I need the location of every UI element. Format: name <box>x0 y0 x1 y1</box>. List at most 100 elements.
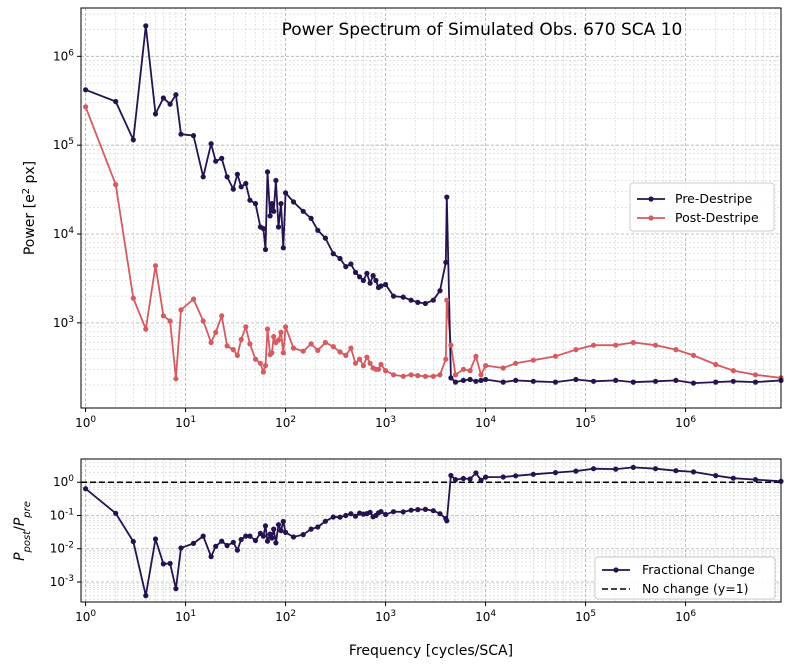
top-chart-grid <box>80 8 782 408</box>
post-destripe-point <box>473 353 479 359</box>
pre-destripe-point <box>308 215 314 221</box>
pre-destripe-point <box>213 158 219 164</box>
post-destripe-markers <box>83 104 784 382</box>
pre-destripe-point <box>283 190 289 196</box>
pre-destripe-point <box>422 300 428 307</box>
legend-fractional-marker <box>613 567 619 573</box>
post-destripe-point <box>652 342 659 348</box>
fractional-change-point <box>444 518 450 524</box>
x-tick-label: 100 <box>75 415 96 430</box>
bottom-chart-frame <box>80 458 782 603</box>
post-destripe-point <box>330 344 336 350</box>
post-destripe-point <box>290 345 297 351</box>
fractional-change-point <box>415 507 421 513</box>
pre-destripe-point <box>230 186 236 192</box>
pre-destripe-point <box>330 251 336 257</box>
post-destripe-point <box>83 104 89 110</box>
pre-destripe-point <box>460 377 466 383</box>
fractional-change-point <box>224 542 230 549</box>
pre-destripe-point <box>530 378 536 384</box>
pre-destripe-point <box>273 177 279 184</box>
fractional-change-point <box>460 475 466 482</box>
post-destripe-point <box>271 334 277 340</box>
fractional-change-point <box>573 468 579 474</box>
pre-destripe-point <box>478 377 484 383</box>
post-destripe-point <box>613 342 619 348</box>
pre-destripe-point <box>383 281 389 288</box>
legend-pre-marker <box>648 196 654 202</box>
pre-destripe-point <box>300 208 306 214</box>
pre-destripe-point <box>573 376 579 383</box>
post-destripe-point <box>408 372 414 378</box>
post-destripe-point <box>630 339 636 346</box>
post-destripe-point <box>257 360 263 366</box>
post-destripe-point <box>483 363 489 369</box>
pre-destripe-point <box>130 137 136 143</box>
top-chart-frame <box>80 7 782 409</box>
x-tick-label: 105 <box>575 415 596 430</box>
fractional-change-point <box>167 560 173 567</box>
post-destripe-point <box>713 361 719 368</box>
pre-destripe-point <box>190 133 197 139</box>
fractional-change-point <box>200 533 206 539</box>
post-destripe-point <box>278 329 284 335</box>
bottom-legend: Fractional Change No change (y=1) <box>594 556 776 600</box>
post-destripe-point <box>275 337 282 343</box>
pre-destripe-point <box>437 288 443 294</box>
post-destripe-point <box>348 345 354 351</box>
post-destripe-point <box>500 365 506 371</box>
fractional-change-point <box>247 533 253 539</box>
post-destripe-point <box>444 297 450 303</box>
x-tick-label: 103 <box>375 415 396 430</box>
top-chart-ticks: 100 101 102 103 104 105 106 103 104 105 106 <box>53 48 696 430</box>
x-tick-label: 106 <box>675 415 696 430</box>
pre-destripe-point <box>143 23 149 29</box>
fractional-change-point <box>367 509 373 515</box>
x-tick-label: 105 <box>575 609 596 624</box>
post-destripe-point <box>730 368 736 374</box>
post-destripe-point <box>262 363 269 369</box>
post-destripe-point <box>213 329 219 335</box>
pre-destripe-point <box>267 213 273 219</box>
pre-destripe-point <box>390 293 397 299</box>
fractional-change-point <box>219 538 225 544</box>
x-tick-label: 103 <box>375 609 396 624</box>
post-destripe-point <box>430 373 436 379</box>
fractional-change-point <box>500 474 506 480</box>
x-tick-label: 102 <box>275 609 296 624</box>
x-tick-label: 104 <box>475 609 496 624</box>
pre-destripe-point <box>400 294 406 300</box>
post-destripe-point <box>383 368 389 374</box>
fractional-change-point <box>430 508 436 514</box>
post-destripe-point <box>590 342 597 348</box>
fractional-change-point <box>448 472 454 479</box>
fractional-change-point <box>378 509 384 515</box>
legend-post-marker <box>648 215 654 221</box>
fractional-change-point <box>400 509 406 515</box>
post-destripe-point <box>190 296 197 302</box>
post-destripe-point <box>208 339 214 346</box>
fractional-change-point <box>337 514 343 520</box>
post-destripe-point <box>160 313 166 319</box>
pre-destripe-point <box>280 245 286 251</box>
post-destripe-point <box>130 295 136 301</box>
fractional-change-point <box>348 511 354 517</box>
fractional-change-point <box>343 512 349 519</box>
fractional-change-markers <box>83 464 784 599</box>
pre-destripe-point <box>83 87 89 93</box>
pre-destripe-point <box>152 111 159 117</box>
post-destripe-point <box>357 356 363 362</box>
fractional-change-point <box>383 511 389 518</box>
pre-destripe-point <box>408 297 414 303</box>
pre-destripe-point <box>348 261 354 267</box>
pre-destripe-point <box>200 174 206 180</box>
post-destripe-point <box>552 353 559 359</box>
post-destripe-point <box>113 182 119 188</box>
fractional-change-point <box>322 518 328 524</box>
pre-destripe-point <box>243 180 249 187</box>
pre-destripe-point <box>315 227 321 233</box>
post-destripe-point <box>178 307 184 313</box>
pre-destripe-point <box>652 378 659 384</box>
fractional-change-point <box>308 526 314 532</box>
